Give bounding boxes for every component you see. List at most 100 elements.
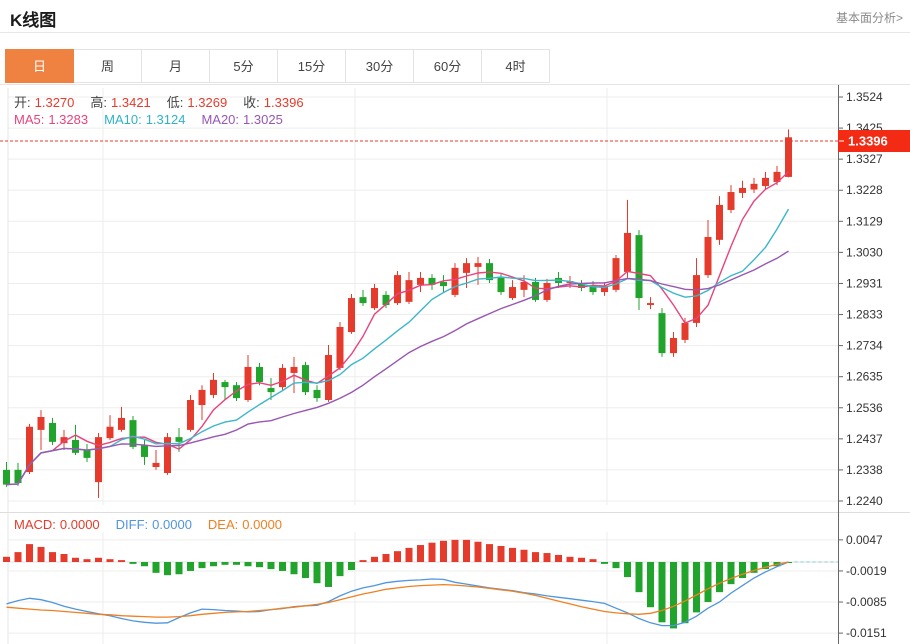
candle-up (60, 437, 68, 444)
fundamental-analysis-link[interactable]: 基本面分析> (835, 11, 903, 25)
tab-周[interactable]: 周 (73, 49, 142, 83)
macd-bar-up (359, 560, 367, 562)
candle-up (152, 462, 160, 468)
macd-bar-down (336, 562, 344, 577)
macd-bar-down (612, 562, 620, 569)
candle-down (141, 444, 148, 457)
candle-down (428, 277, 436, 285)
macd-bar-down (739, 562, 746, 579)
candle-up (727, 192, 735, 210)
macd-bar-down (290, 562, 298, 575)
candle-down (129, 420, 137, 447)
macd-y-axis-label: -0.0151 (846, 626, 887, 640)
candle-up (95, 437, 102, 483)
macd-bar-down (152, 562, 160, 573)
candle-up (279, 367, 286, 388)
macd-bar-up (497, 545, 505, 562)
tab-月[interactable]: 月 (141, 49, 210, 83)
macd-bar-up (566, 556, 574, 562)
macd-bar-up (463, 539, 470, 562)
candle-down (497, 277, 505, 293)
candle-down (221, 382, 229, 388)
macd-bar-down (164, 562, 171, 576)
candle-up (164, 437, 171, 473)
macd-bar-down (267, 562, 275, 570)
header-divider (0, 32, 910, 33)
macd-bar-down (221, 562, 229, 565)
candle-up (762, 177, 769, 187)
macd-y-axis-label: -0.0085 (846, 595, 887, 609)
macd-y-axis-label: -0.0019 (846, 564, 887, 578)
candle-up (785, 137, 792, 177)
macd-bar-up (451, 539, 459, 562)
macd-bar-up (3, 556, 10, 562)
tab-30分[interactable]: 30分 (345, 49, 414, 83)
candle-down (589, 284, 597, 293)
macd-bar-up (37, 546, 45, 562)
macd-bar-up (440, 540, 447, 562)
macd-bar-down (187, 562, 194, 571)
macd-bar-down (198, 562, 206, 569)
tab-15分[interactable]: 15分 (277, 49, 346, 83)
tab-60分[interactable]: 60分 (413, 49, 482, 83)
macd-bar-down (635, 562, 643, 593)
candle-down (532, 282, 539, 300)
candle-down (49, 422, 56, 442)
candle-up (371, 287, 378, 309)
macd-bar-up (95, 557, 102, 562)
macd-bar-down (681, 562, 689, 624)
candle-up (509, 287, 516, 299)
macd-bar-up (578, 557, 585, 562)
y-axis-label: 1.2833 (846, 308, 883, 322)
y-axis-label: 1.3524 (846, 90, 883, 104)
dea-line (6, 561, 789, 618)
page-title: K线图 (10, 11, 57, 30)
macd-bar-down (601, 562, 608, 564)
candle-up (670, 338, 677, 354)
macd-bar-up (60, 553, 68, 562)
candle-up (417, 277, 424, 285)
candle-down (14, 469, 22, 484)
kline-chart[interactable]: 1.35241.34251.33271.32281.31291.30301.29… (0, 84, 910, 644)
macd-bar-down (141, 562, 148, 567)
macd-bar-up (382, 553, 390, 562)
macd-bar-down (302, 562, 309, 579)
candle-up (463, 263, 470, 273)
tab-日[interactable]: 日 (5, 49, 74, 83)
macd-bar-down (129, 562, 137, 564)
candle-up (290, 366, 298, 373)
candle-up (336, 327, 344, 368)
price-badge-value: 1.3396 (848, 134, 888, 149)
macd-bar-up (555, 554, 562, 562)
macd-bar-up (532, 552, 539, 562)
candle-up (210, 379, 217, 395)
candle-up (394, 275, 401, 304)
macd-bar-up (72, 557, 79, 562)
macd-bar-up (543, 553, 551, 562)
macd-bar-down (244, 562, 252, 567)
candle-down (302, 365, 309, 393)
macd-bar-up (106, 559, 114, 562)
macd-bar-up (589, 559, 597, 562)
candle-up (716, 204, 723, 240)
macd-bar-down (727, 562, 735, 585)
macd-bar-down (348, 562, 355, 571)
macd-bar-up (118, 560, 125, 562)
candle-down (359, 297, 367, 304)
y-axis-label: 1.2931 (846, 276, 883, 290)
tab-5分[interactable]: 5分 (209, 49, 278, 83)
candle-down (578, 283, 585, 288)
candle-down (382, 294, 390, 305)
tab-4时[interactable]: 4时 (481, 49, 550, 83)
candle-down (658, 313, 666, 354)
macd-bar-up (417, 545, 424, 562)
candle-up (624, 232, 631, 272)
candle-down (3, 469, 10, 485)
candle-up (451, 267, 459, 295)
candle-up (474, 263, 482, 267)
candle-down (635, 235, 643, 299)
y-axis-label: 1.3327 (846, 152, 883, 166)
macd-bar-up (394, 551, 401, 562)
y-axis-label: 1.3030 (846, 245, 883, 259)
candle-down (440, 282, 447, 287)
